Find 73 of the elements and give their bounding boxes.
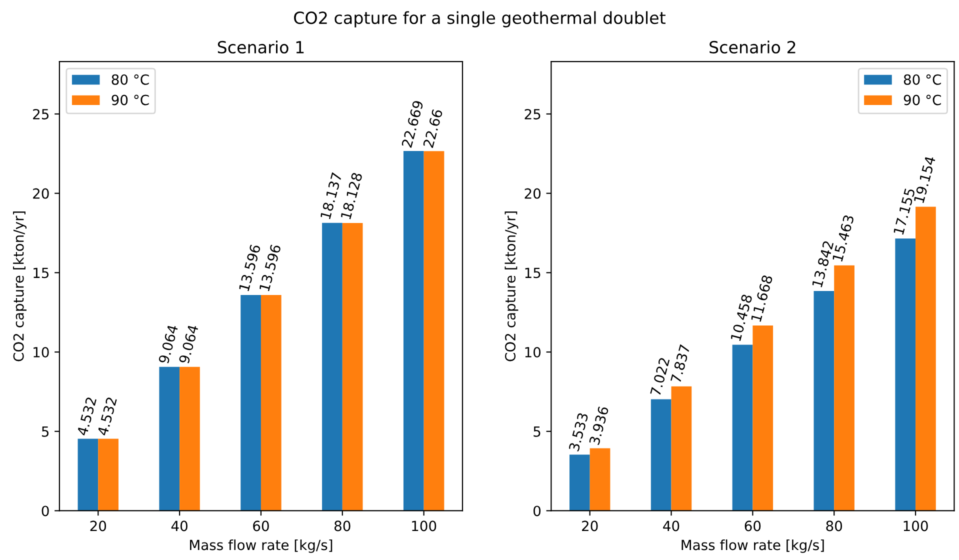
data-label: 4.532 — [76, 396, 97, 436]
data-label: 4.532 — [97, 396, 117, 436]
data-label: 7.837 — [670, 344, 690, 384]
bar — [916, 206, 936, 511]
data-label: 11.668 — [750, 274, 773, 322]
bar — [403, 150, 424, 511]
data-label: 7.022 — [650, 357, 670, 396]
bar — [180, 366, 200, 511]
bar — [650, 399, 672, 511]
bar — [569, 454, 590, 511]
data-label: 18.137 — [320, 172, 342, 220]
data-label: 15.463 — [832, 214, 854, 262]
x-tick-label: 100 — [904, 520, 928, 532]
data-label: 19.154 — [914, 156, 936, 204]
data-label: 3.936 — [588, 406, 609, 446]
legend-label: 90 °C — [112, 94, 149, 106]
bar — [834, 265, 854, 511]
bar — [322, 222, 342, 511]
y-axis-title: CO2 capture [kton/yr] — [504, 212, 518, 362]
y-tick-label: 5 — [534, 426, 540, 437]
legend-label: 90 °C — [904, 94, 941, 106]
data-label: 13.596 — [259, 244, 282, 292]
data-label: 3.533 — [568, 412, 588, 452]
bar — [98, 438, 118, 511]
y-tick-label: 20 — [524, 188, 541, 199]
data-label: 22.66 — [422, 108, 443, 148]
legend-label: 80 °C — [112, 74, 149, 85]
data-label: 18.128 — [340, 172, 363, 220]
bar — [159, 366, 180, 511]
y-tick-label: 25 — [33, 108, 49, 120]
x-tick-label: 60 — [744, 520, 761, 532]
bar — [814, 291, 834, 511]
bar — [752, 326, 774, 511]
y-tick-label: 0 — [42, 506, 49, 516]
chart-title: Scenario 2 — [710, 40, 796, 54]
bar — [895, 238, 916, 511]
data-label: 17.155 — [893, 188, 916, 235]
chart-title: Scenario 1 — [218, 40, 304, 54]
bar — [671, 386, 692, 511]
bar — [342, 223, 363, 511]
y-axis-title: CO2 capture [kton/yr] — [13, 212, 27, 362]
y-tick-label: 0 — [534, 506, 541, 516]
y-tick-label: 15 — [34, 268, 49, 278]
data-label: 9.064 — [158, 324, 178, 364]
x-axis-title: Mass flow rate [kg/s] — [682, 539, 824, 553]
data-label: 10.458 — [730, 294, 752, 342]
bar — [590, 448, 610, 511]
bar — [424, 151, 444, 511]
x-tick-label: 80 — [826, 520, 842, 532]
y-tick-label: 25 — [524, 108, 540, 120]
data-label: 13.842 — [812, 240, 834, 288]
bar — [78, 438, 98, 511]
y-tick-label: 5 — [42, 426, 49, 437]
data-label: 9.064 — [178, 324, 199, 364]
data-label: 13.596 — [238, 244, 261, 292]
x-tick-label: 100 — [412, 520, 436, 532]
x-tick-label: 60 — [253, 520, 269, 532]
x-tick-label: 40 — [171, 520, 188, 532]
data-label: 22.669 — [401, 100, 424, 148]
text: CO2 capture for a single geothermal doublet — [294, 11, 666, 28]
x-tick-label: 80 — [334, 520, 350, 532]
x-tick-label: 40 — [663, 520, 680, 532]
y-tick-label: 20 — [33, 188, 49, 199]
y-tick-label: 10 — [34, 346, 49, 358]
x-axis-title: Mass flow rate [kg/s] — [190, 539, 332, 553]
bar — [240, 294, 261, 511]
y-tick-label: 10 — [525, 346, 541, 358]
x-tick-label: 20 — [582, 520, 598, 532]
x-tick-label: 20 — [90, 520, 106, 532]
y-tick-label: 15 — [525, 268, 540, 278]
bar — [732, 344, 753, 511]
bar — [260, 294, 282, 511]
legend-label: 80 °C — [904, 74, 941, 85]
